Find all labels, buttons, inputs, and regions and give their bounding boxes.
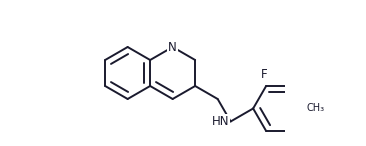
Text: N: N xyxy=(168,41,177,54)
Text: CH₃: CH₃ xyxy=(307,104,325,113)
Text: HN: HN xyxy=(212,115,229,128)
Text: F: F xyxy=(261,68,268,81)
